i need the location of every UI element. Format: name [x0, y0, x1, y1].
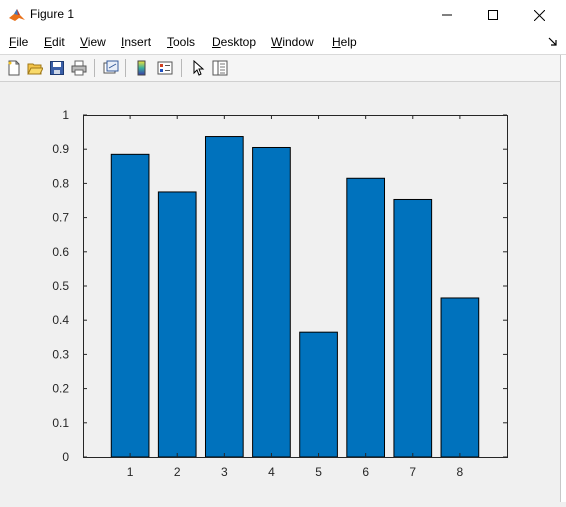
y-tick-label: 1	[62, 108, 69, 122]
menu-file[interactable]: File	[9, 35, 29, 49]
open-property-inspector-button[interactable]	[210, 58, 230, 78]
close-button[interactable]	[516, 0, 562, 30]
x-axis: 1 2 3 4 5 6 7 8	[127, 115, 464, 479]
maximize-icon	[488, 10, 498, 20]
open-file-icon	[27, 63, 43, 75]
bar-4	[252, 146, 291, 458]
toolbar-separator	[181, 59, 182, 77]
maximize-button[interactable]	[470, 0, 516, 30]
y-tick-label: 0.3	[52, 347, 69, 361]
background-window-edge	[560, 55, 566, 502]
save-figure-button[interactable]	[47, 58, 67, 78]
bar-1	[110, 153, 150, 458]
bar-chart: 0 0.1 0.2 0.3 0.4 0.5 0.6 0.7 0.8 0.9 1 1 2 3 4 5 6 7 8	[52, 108, 508, 479]
dock-figure-icon[interactable]	[548, 37, 558, 47]
insert-colorbar-button[interactable]	[132, 58, 152, 78]
x-tick-label: 7	[409, 465, 416, 479]
menu-tools[interactable]: Tools	[167, 35, 196, 49]
minimize-button[interactable]	[424, 0, 470, 30]
x-tick-label: 1	[127, 465, 134, 479]
menu-help[interactable]: Help	[332, 35, 357, 49]
open-property-inspector-icon	[212, 60, 228, 76]
link-plot-icon	[103, 60, 119, 74]
bar-5	[299, 331, 338, 458]
insert-legend-button[interactable]	[155, 58, 175, 78]
edit-plot-icon	[193, 60, 205, 76]
link-plot-button[interactable]	[101, 58, 121, 78]
y-tick-label: 0.5	[52, 279, 69, 293]
matlab-logo-icon	[9, 9, 25, 21]
insert-legend-icon	[157, 61, 173, 75]
print-figure-button[interactable]	[69, 58, 89, 78]
y-tick-label: 0.7	[52, 211, 69, 225]
menu-edit[interactable]: Edit	[44, 35, 65, 49]
x-tick-label: 3	[221, 465, 228, 479]
y-tick-label: 0.6	[52, 245, 69, 259]
open-file-button[interactable]	[25, 58, 45, 78]
y-tick-label: 0.1	[52, 416, 69, 430]
window-title: Figure 1	[30, 7, 75, 21]
new-figure-button[interactable]	[4, 58, 24, 78]
toolbar-separator	[94, 59, 95, 77]
print-figure-icon	[71, 60, 87, 76]
bar-6	[346, 177, 386, 458]
new-figure-icon	[8, 60, 20, 76]
x-tick-label: 4	[268, 465, 275, 479]
insert-colorbar-icon	[137, 60, 146, 76]
menu-bar: File Edit View Insert Tools Desktop Window Help	[0, 30, 566, 55]
x-tick-label: 2	[174, 465, 181, 479]
y-tick-label: 0.4	[52, 313, 69, 327]
menu-desktop[interactable]: Desktop	[212, 35, 257, 49]
menu-window[interactable]: Window	[271, 35, 314, 49]
bar-7	[393, 198, 433, 458]
y-tick-label: 0	[62, 450, 69, 464]
minimize-icon	[442, 14, 452, 16]
title-bar: Figure 1	[0, 0, 566, 30]
y-axis: 0 0.1 0.2 0.3 0.4 0.5 0.6 0.7 0.8 0.9 1	[52, 108, 507, 464]
menu-view[interactable]: View	[80, 35, 106, 49]
bar-3	[204, 136, 244, 458]
menu-insert[interactable]: Insert	[121, 35, 152, 49]
x-tick-label: 5	[315, 465, 322, 479]
close-icon	[533, 9, 545, 21]
figure-toolbar	[0, 55, 566, 82]
bars	[110, 136, 480, 458]
y-tick-label: 0.2	[52, 382, 69, 396]
figure-canvas: 0 0.1 0.2 0.3 0.4 0.5 0.6 0.7 0.8 0.9 1 1 2 3 4 5 6 7 8	[0, 82, 560, 502]
y-tick-label: 0.9	[52, 142, 69, 156]
bar-8	[440, 297, 480, 458]
edit-plot-button[interactable]	[188, 58, 208, 78]
bar-2	[157, 191, 197, 458]
y-tick-label: 0.8	[52, 176, 69, 190]
save-figure-icon	[50, 61, 64, 75]
x-tick-label: 6	[362, 465, 369, 479]
toolbar-separator	[125, 59, 126, 77]
x-tick-label: 8	[457, 465, 464, 479]
